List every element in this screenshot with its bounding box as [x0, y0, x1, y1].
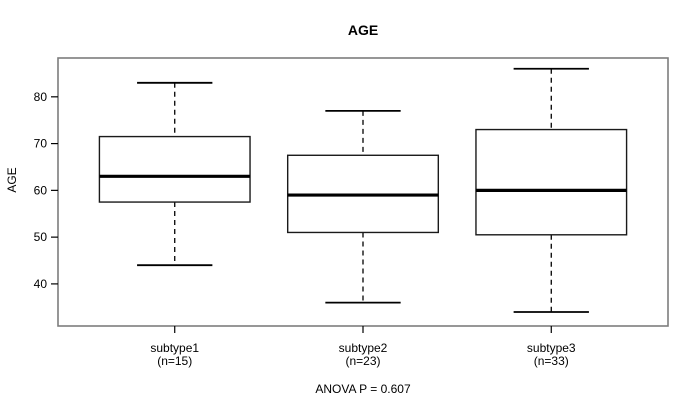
category-label: subtype2 — [339, 341, 388, 355]
chart-title: AGE — [348, 22, 378, 38]
y-axis-tick-label: 80 — [34, 90, 48, 104]
category-label: subtype3 — [527, 341, 576, 355]
box-group-subtype3: subtype3(n=33) — [475, 67, 628, 368]
category-sublabel: (n=23) — [345, 354, 380, 368]
plot-content: 4050607080subtype1(n=15)subtype2(n=23)su… — [34, 67, 628, 368]
category-label: subtype1 — [150, 341, 199, 355]
box-group-subtype2: subtype2(n=23) — [286, 109, 440, 368]
y-axis-tick-label: 70 — [34, 137, 48, 151]
iqr-box — [475, 128, 628, 236]
y-axis-tick-label: 40 — [34, 277, 48, 291]
box-group-subtype1: subtype1(n=15) — [98, 81, 251, 368]
category-sublabel: (n=33) — [534, 354, 569, 368]
category-sublabel: (n=15) — [157, 354, 192, 368]
anova-annotation: ANOVA P = 0.607 — [315, 382, 411, 396]
y-axis-title: AGE — [5, 167, 19, 192]
y-axis-tick-label: 60 — [34, 183, 48, 197]
y-axis-tick-label: 50 — [34, 230, 48, 244]
iqr-box — [98, 135, 251, 203]
